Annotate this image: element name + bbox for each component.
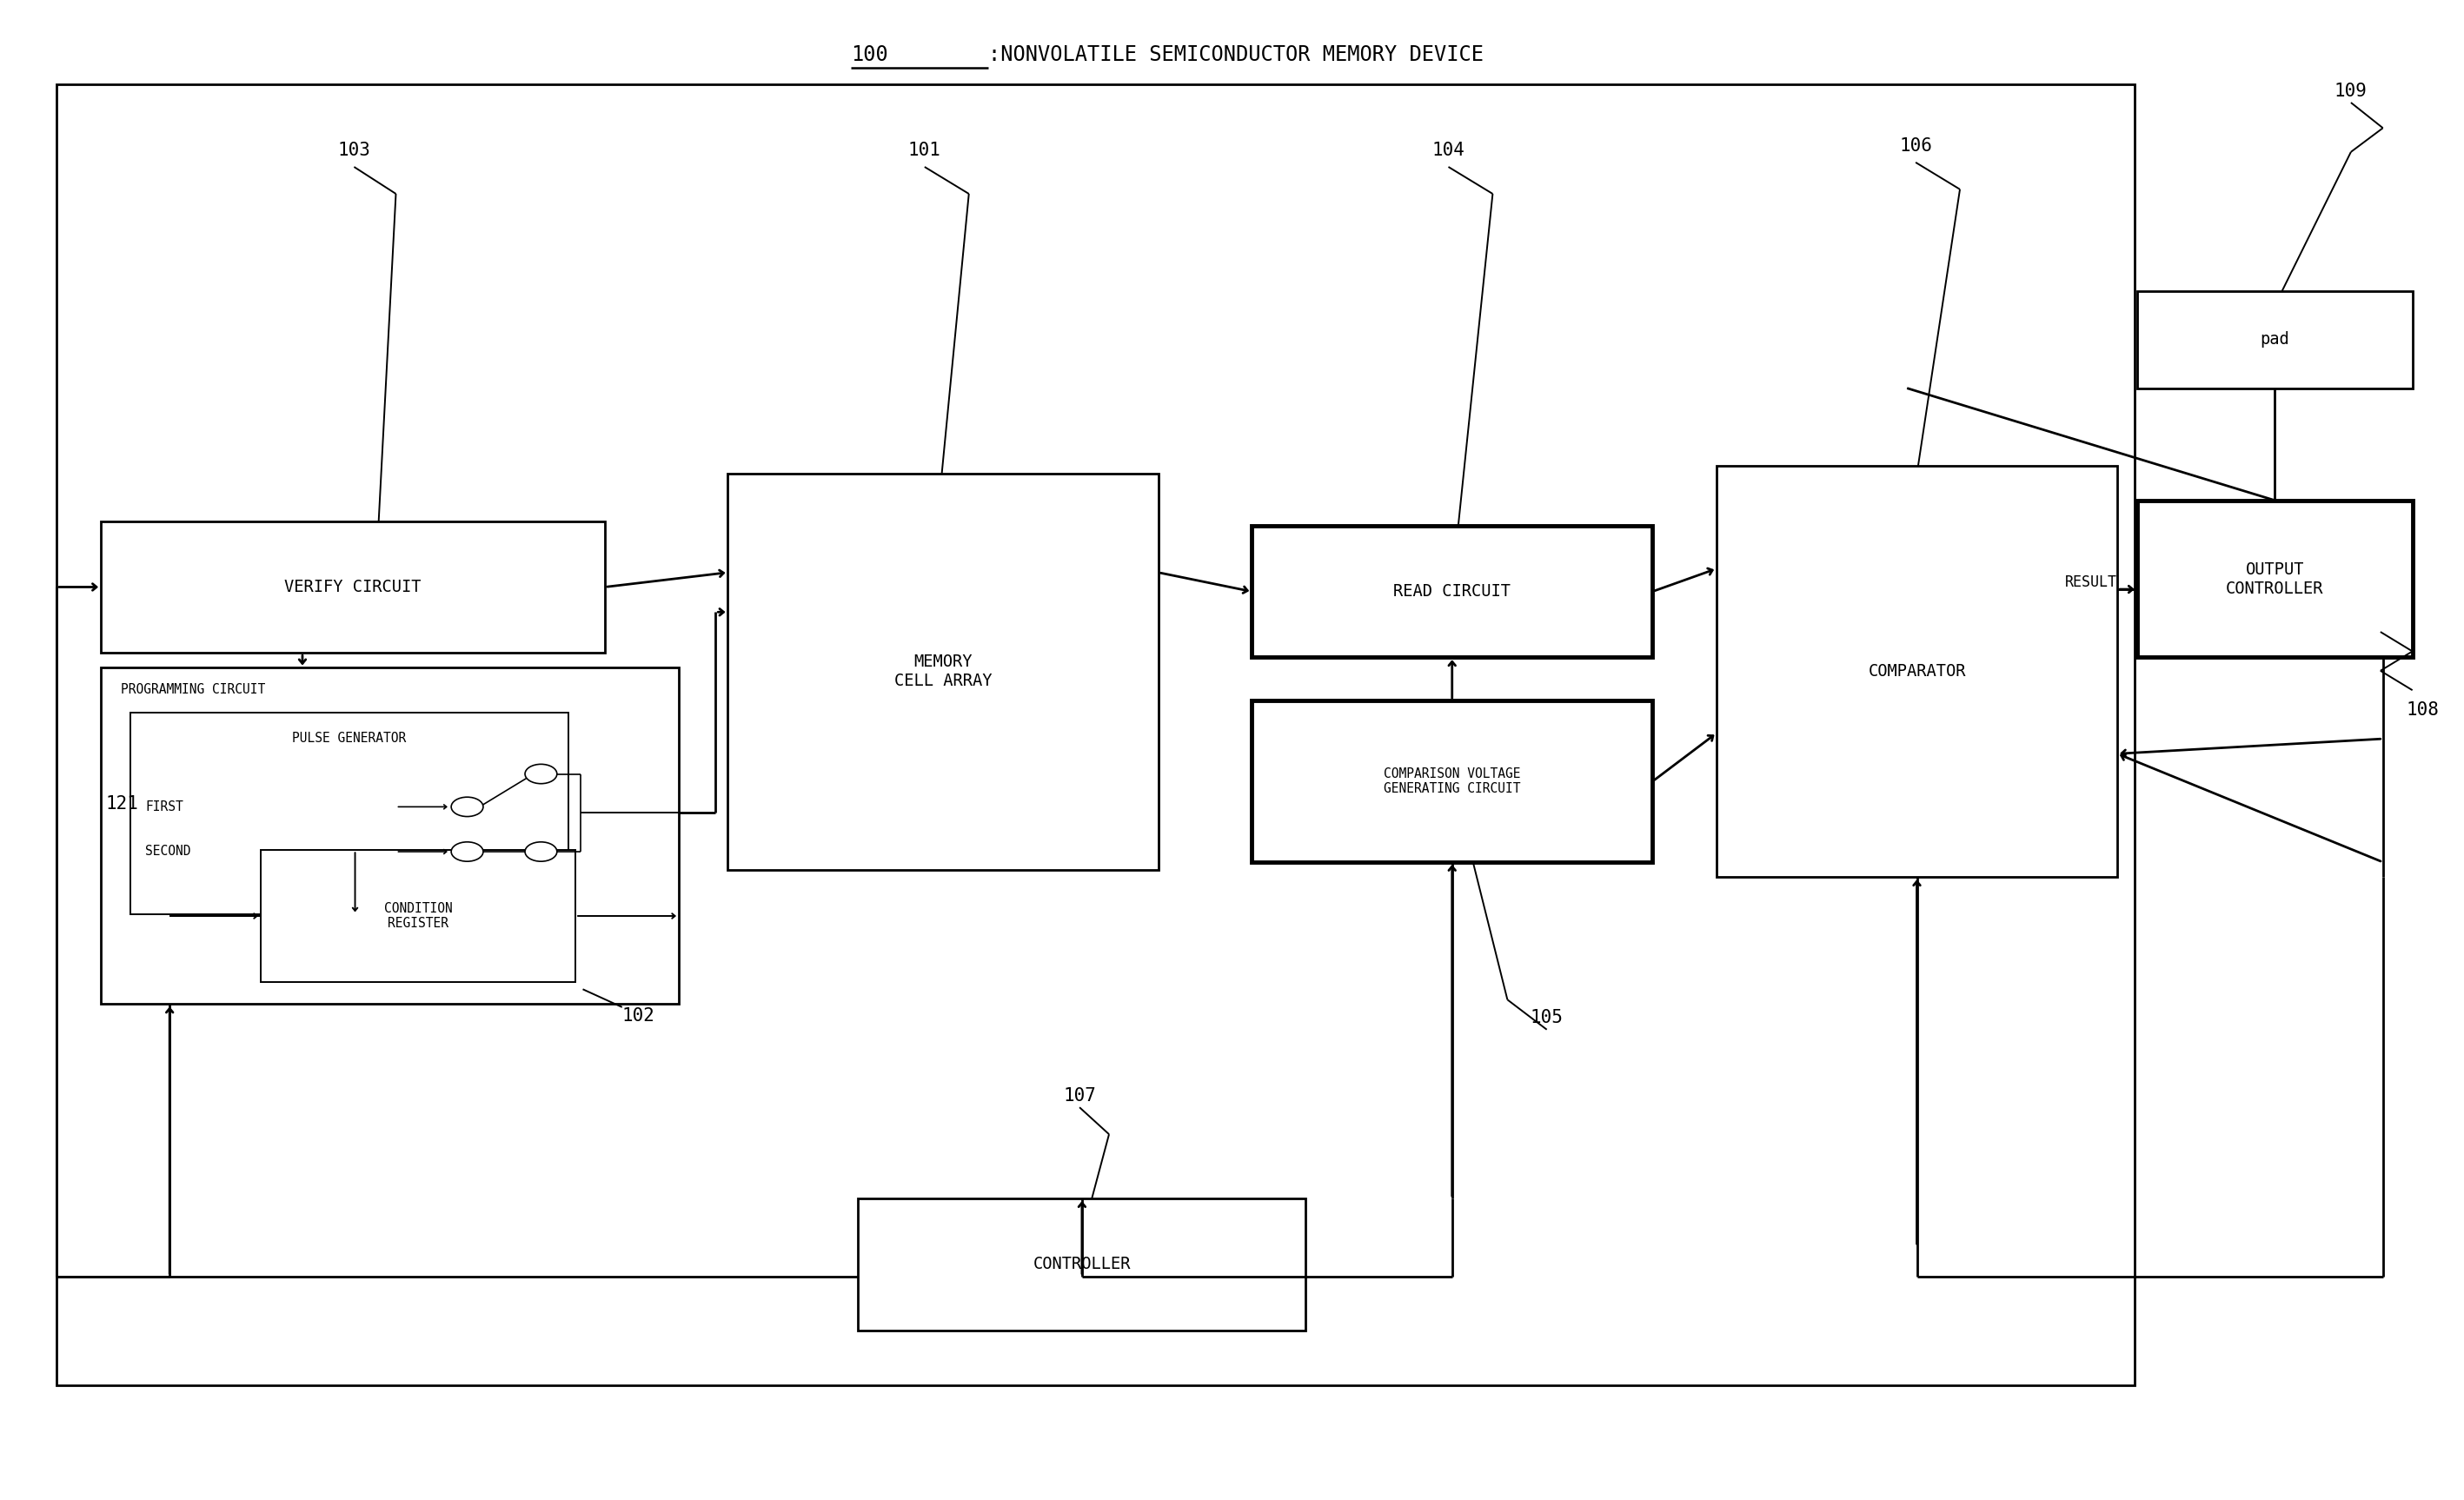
Text: READ CIRCUIT: READ CIRCUIT xyxy=(1395,584,1510,600)
Bar xyxy=(101,668,678,1004)
Text: 105: 105 xyxy=(1530,1010,1562,1026)
Bar xyxy=(261,850,577,983)
Bar xyxy=(131,712,569,915)
Text: pad: pad xyxy=(2259,332,2289,348)
Circle shape xyxy=(451,796,483,816)
Text: 106: 106 xyxy=(1900,138,1932,154)
Text: RESULT: RESULT xyxy=(2065,574,2117,591)
Circle shape xyxy=(525,842,557,861)
Bar xyxy=(1252,525,1653,657)
Text: CONTROLLER: CONTROLLER xyxy=(1032,1256,1131,1272)
Text: 108: 108 xyxy=(2407,700,2439,718)
Text: MEMORY
CELL ARRAY: MEMORY CELL ARRAY xyxy=(894,654,993,690)
Text: 103: 103 xyxy=(338,142,370,159)
Bar xyxy=(1252,700,1653,862)
Circle shape xyxy=(451,842,483,861)
Bar xyxy=(2136,291,2412,388)
Text: 101: 101 xyxy=(909,142,941,159)
Text: PULSE GENERATOR: PULSE GENERATOR xyxy=(293,732,407,746)
Bar xyxy=(57,84,2134,1386)
Bar xyxy=(857,1198,1306,1330)
Bar xyxy=(101,520,604,652)
Text: PROGRAMMING CIRCUIT: PROGRAMMING CIRCUIT xyxy=(121,682,266,696)
Text: 104: 104 xyxy=(1432,142,1466,159)
Bar xyxy=(1717,466,2117,877)
Text: FIRST: FIRST xyxy=(145,801,182,813)
Text: 100: 100 xyxy=(850,45,887,64)
Text: 109: 109 xyxy=(2333,82,2368,99)
Text: COMPARATOR: COMPARATOR xyxy=(1868,663,1966,680)
Text: CONDITION
REGISTER: CONDITION REGISTER xyxy=(384,902,453,930)
Bar xyxy=(727,474,1158,870)
Text: 121: 121 xyxy=(106,795,138,813)
Text: COMPARISON VOLTAGE
GENERATING CIRCUIT: COMPARISON VOLTAGE GENERATING CIRCUIT xyxy=(1385,768,1520,795)
Text: :NONVOLATILE SEMICONDUCTOR MEMORY DEVICE: :NONVOLATILE SEMICONDUCTOR MEMORY DEVICE xyxy=(988,45,1483,64)
Circle shape xyxy=(525,764,557,783)
Text: SECOND: SECOND xyxy=(145,844,190,858)
Text: VERIFY CIRCUIT: VERIFY CIRCUIT xyxy=(283,579,421,596)
Text: OUTPUT
CONTROLLER: OUTPUT CONTROLLER xyxy=(2225,561,2324,597)
Bar xyxy=(2136,501,2412,657)
Text: 102: 102 xyxy=(621,1008,655,1024)
Text: 107: 107 xyxy=(1062,1087,1096,1104)
